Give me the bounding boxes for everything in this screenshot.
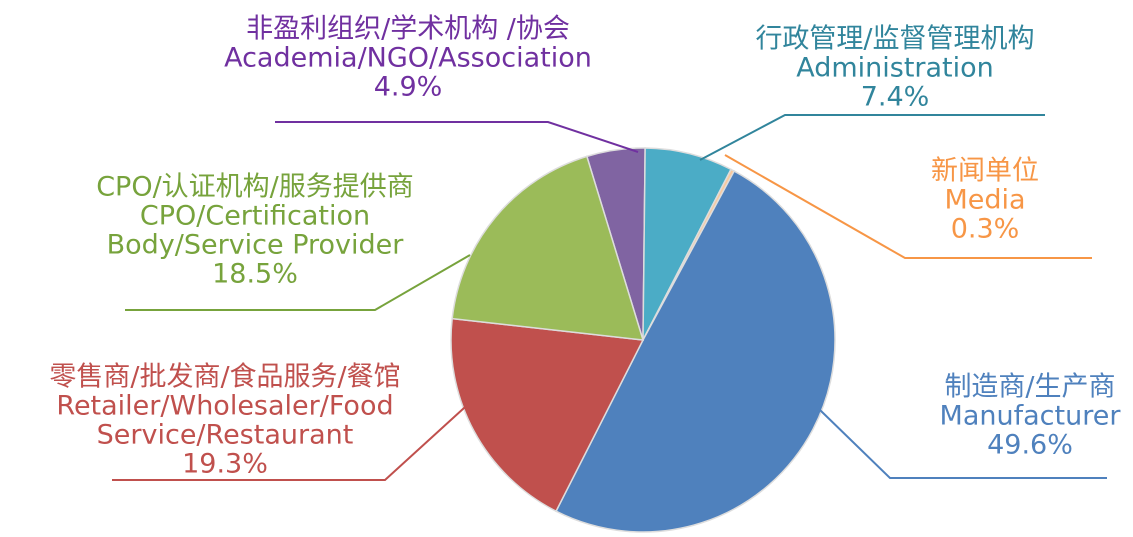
- leader-line: [112, 397, 476, 481]
- value-label: 19.3%: [182, 449, 268, 480]
- leader-line: [699, 114, 1045, 161]
- leader-line: [724, 154, 1092, 259]
- slice-label: 零售商/批发商/食品服务/餐馆: [49, 362, 400, 393]
- value-label: 4.9%: [374, 72, 443, 103]
- pie-slice: [555, 170, 836, 533]
- value-label: 49.6%: [987, 430, 1073, 461]
- slice-label: 非盈利组织/学术机构 /协会: [246, 14, 570, 45]
- slice-label: Service/Restaurant: [97, 420, 354, 451]
- pie-slice: [451, 155, 645, 341]
- slice-label: Manufacturer: [940, 401, 1122, 432]
- slice-label: 新闻单位: [931, 156, 1039, 187]
- slice-label: 制造商/生产商: [944, 372, 1115, 403]
- leader-line: [125, 254, 471, 311]
- value-label: 0.3%: [951, 214, 1020, 245]
- leader-line: [275, 121, 639, 153]
- slice-label: Administration: [796, 53, 994, 84]
- slice-label: CPO/认证机构/服务提供商: [96, 172, 414, 203]
- slice-label: Retailer/Wholesaler/Food: [56, 391, 393, 422]
- slice-label: 行政管理/监督管理机构: [755, 24, 1034, 55]
- slice-label: Body/Service Provider: [107, 230, 405, 261]
- leader-line: [819, 409, 1107, 479]
- pie-slice: [450, 317, 645, 513]
- slice-label: Media: [944, 185, 1025, 216]
- slice-label: Academia/NGO/Association: [224, 43, 592, 74]
- value-label: 7.4%: [861, 82, 930, 113]
- slice-label: CPO/Certification: [140, 201, 370, 232]
- value-label: 18.5%: [212, 259, 298, 290]
